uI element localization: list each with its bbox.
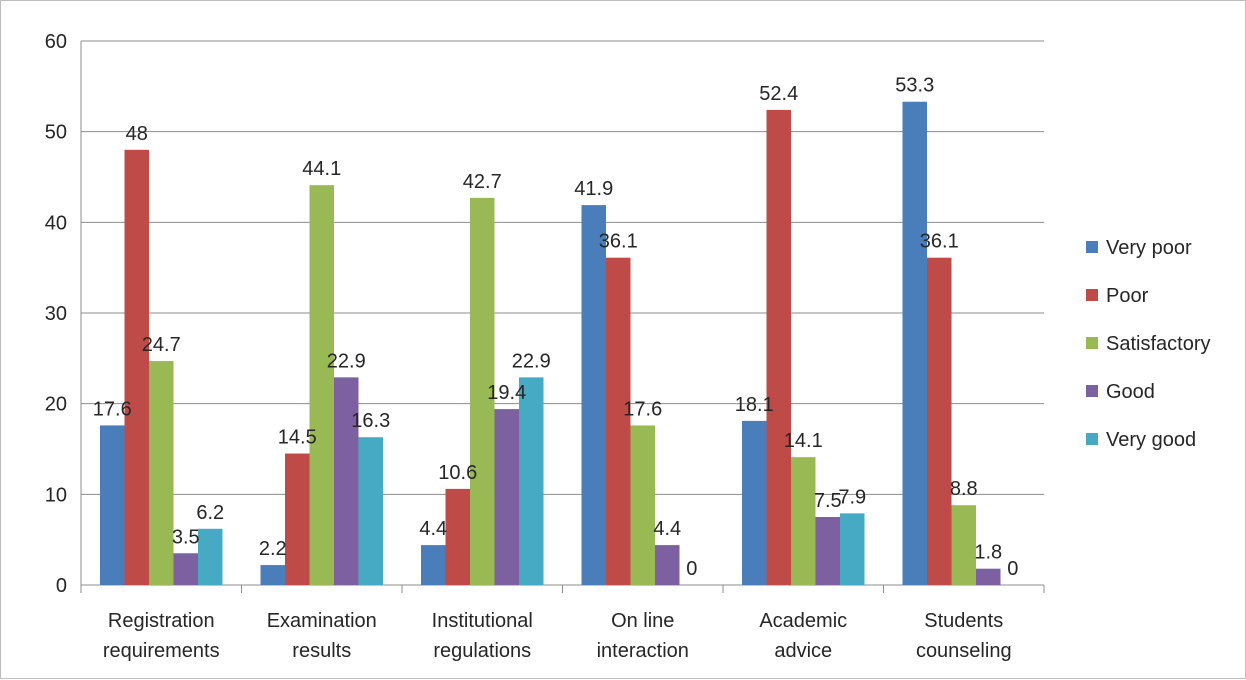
data-label: 18.1	[735, 394, 774, 416]
bar	[951, 505, 976, 585]
data-label: 22.9	[512, 350, 551, 372]
x-tick-label: Institutional	[432, 610, 533, 632]
bar	[260, 565, 285, 585]
legend-label: Poor	[1106, 285, 1149, 307]
bar	[124, 149, 149, 586]
x-tick-label: regulations	[433, 640, 531, 662]
data-label: 42.7	[463, 171, 502, 193]
data-label: 2.2	[259, 538, 287, 560]
bar	[927, 257, 952, 585]
bars	[100, 101, 1001, 586]
legend-label: Very good	[1106, 429, 1196, 451]
data-label: 0	[1007, 558, 1018, 580]
bar	[334, 377, 359, 585]
x-tick-label: results	[292, 640, 351, 662]
bar	[902, 101, 927, 585]
bar	[840, 513, 865, 585]
legend-swatch	[1086, 433, 1098, 445]
legend: Very poor Poor Satisfactory Good Very good	[1086, 237, 1210, 451]
bar	[815, 517, 840, 585]
y-tick-label: 40	[45, 212, 67, 234]
x-tick-label: On line	[611, 610, 674, 632]
axes: 0 10 20 30 40 50 60 Registration requirements Exa…	[45, 31, 1045, 662]
bar	[976, 568, 1001, 585]
data-label: 17.6	[93, 398, 132, 420]
gridlines	[81, 40, 1044, 586]
data-label: 3.5	[172, 526, 200, 548]
bar	[791, 457, 816, 585]
data-label: 19.4	[487, 382, 526, 404]
data-labels: 17.6 48 24.7 3.56.2 2.2 14.5 44.1 22.9 16.3 4.4 10…	[93, 75, 1019, 580]
data-label: 0	[686, 558, 697, 580]
legend-swatch	[1086, 241, 1098, 253]
bar	[630, 425, 655, 585]
legend-label: Good	[1106, 381, 1155, 403]
data-label: 7.5	[814, 490, 842, 512]
y-tick-label: 10	[45, 484, 67, 506]
bar	[581, 205, 606, 585]
data-label: 4.4	[653, 518, 681, 540]
data-label: 52.4	[759, 83, 798, 105]
x-tick-label: counseling	[916, 640, 1012, 662]
legend-swatch	[1086, 289, 1098, 301]
data-label: 1.8	[974, 542, 1002, 564]
data-label: 4.4	[419, 518, 447, 540]
y-tick-label: 60	[45, 31, 67, 53]
bar	[742, 420, 767, 585]
data-label: 17.6	[623, 398, 662, 420]
data-label: 10.6	[438, 462, 477, 484]
y-tick-label: 0	[56, 575, 67, 597]
legend-label: Very poor	[1106, 237, 1192, 259]
data-label: 48	[126, 123, 148, 145]
bar	[655, 545, 680, 585]
x-tick-label: Examination	[267, 610, 377, 632]
data-label: 41.9	[574, 178, 613, 200]
y-tick-label: 30	[45, 303, 67, 325]
bar	[766, 109, 791, 585]
y-tick-label: 20	[45, 394, 67, 416]
data-label: 36.1	[599, 231, 638, 253]
bar	[445, 488, 470, 585]
legend-label: Satisfactory	[1106, 333, 1210, 355]
bar	[519, 377, 544, 585]
x-tick-label: requirements	[103, 640, 220, 662]
data-label: 8.8	[950, 478, 978, 500]
data-label: 6.2	[196, 502, 224, 524]
bar	[358, 437, 383, 585]
bar	[421, 545, 446, 585]
bar	[606, 257, 631, 585]
data-label: 53.3	[895, 75, 934, 97]
bar	[173, 553, 198, 585]
data-label: 7.9	[838, 486, 866, 508]
data-label: 14.1	[784, 430, 823, 452]
bar	[285, 453, 310, 585]
legend-swatch	[1086, 337, 1098, 349]
y-tick-label: 50	[45, 122, 67, 144]
data-label: 44.1	[302, 158, 341, 180]
data-label: 14.5	[278, 427, 317, 449]
bar	[198, 528, 223, 585]
x-tick-label: advice	[774, 640, 832, 662]
x-tick-label: interaction	[597, 640, 689, 662]
bar	[100, 425, 125, 585]
x-tick-label: Students	[924, 610, 1003, 632]
data-label: 16.3	[351, 410, 390, 432]
data-label: 36.1	[920, 231, 959, 253]
bar	[309, 185, 334, 585]
bar	[470, 197, 495, 585]
bar	[494, 409, 519, 585]
data-label: 22.9	[327, 350, 366, 372]
bar	[149, 361, 174, 585]
x-tick-label: Registration	[108, 610, 215, 632]
data-label: 24.7	[142, 334, 181, 356]
x-tick-label: Academic	[759, 610, 847, 632]
legend-swatch	[1086, 385, 1098, 397]
